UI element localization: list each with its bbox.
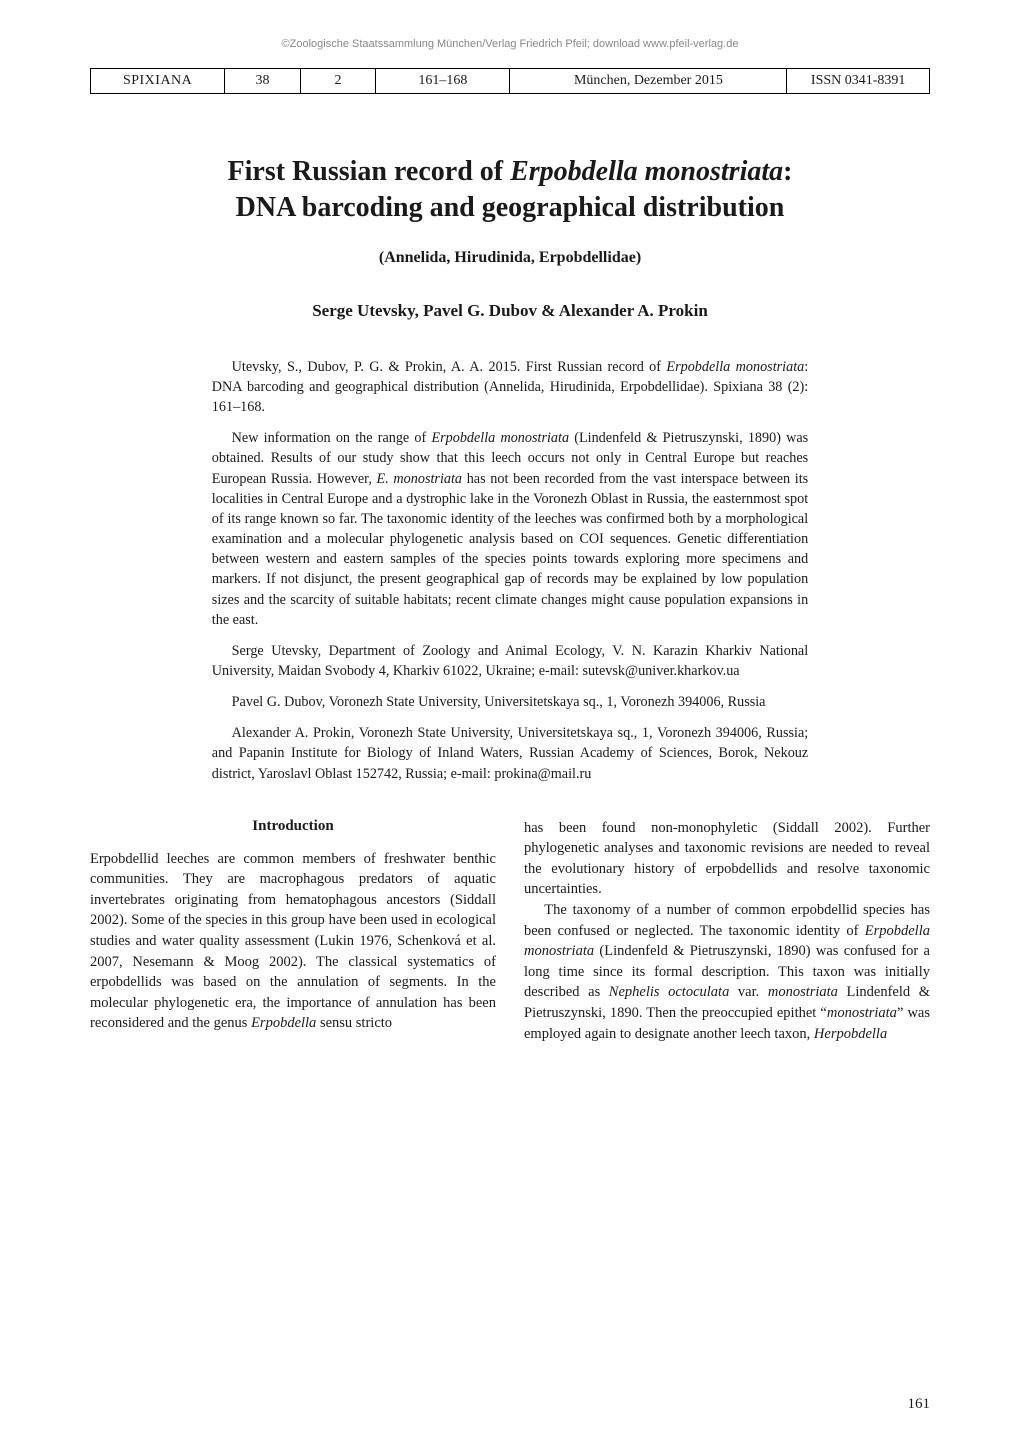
journal-header-table: SPIXIANA 38 2 161–168 München, Dezember … [90,68,930,94]
right-column: has been found non-monophyletic (Siddall… [524,818,930,1044]
page-number: 161 [908,1396,931,1413]
intro-paragraph-2: The taxonomy of a number of common erpob… [524,900,930,1044]
article-authors: Serge Utevsky, Pavel G. Dubov & Alexande… [90,301,930,321]
article-subtitle: (Annelida, Hirudinida, Erpobdellidae) [90,249,930,267]
title-genus: Erpobdella monostriata [510,156,783,187]
introduction-heading: Introduction [90,818,496,835]
page-range-cell: 161–168 [376,69,510,94]
title-line1-post: : [783,156,792,187]
author-affiliation-1: Serge Utevsky, Department of Zoology and… [212,641,808,681]
abstract-body: New information on the range of Erpobdel… [212,428,808,630]
left-column: Introduction Erpobdellid leeches are com… [90,818,496,1044]
intro-paragraph-1: Erpobdellid leeches are common members o… [90,849,496,1034]
article-title: First Russian record of Erpobdella monos… [90,154,930,227]
author-affiliation-3: Alexander A. Prokin, Voronezh State Univ… [212,723,808,783]
copyright-line: ©Zoologische Staatssammlung München/Verl… [90,38,930,50]
table-row: SPIXIANA 38 2 161–168 München, Dezember … [91,69,930,94]
abstract-citation: Utevsky, S., Dubov, P. G. & Prokin, A. A… [212,357,808,417]
issue-cell: 2 [300,69,376,94]
volume-cell: 38 [225,69,301,94]
intro-paragraph-1-cont: has been found non-monophyletic (Siddall… [524,818,930,900]
title-line2: DNA barcoding and geographical distribut… [90,190,930,226]
author-affiliation-2: Pavel G. Dubov, Voronezh State Universit… [212,692,808,712]
title-line1-pre: First Russian record of [228,156,511,187]
body-columns: Introduction Erpobdellid leeches are com… [90,818,930,1044]
abstract-block: Utevsky, S., Dubov, P. G. & Prokin, A. A… [212,357,808,784]
issn-cell: ISSN 0341-8391 [787,69,930,94]
place-date-cell: München, Dezember 2015 [510,69,787,94]
journal-name-cell: SPIXIANA [91,69,225,94]
